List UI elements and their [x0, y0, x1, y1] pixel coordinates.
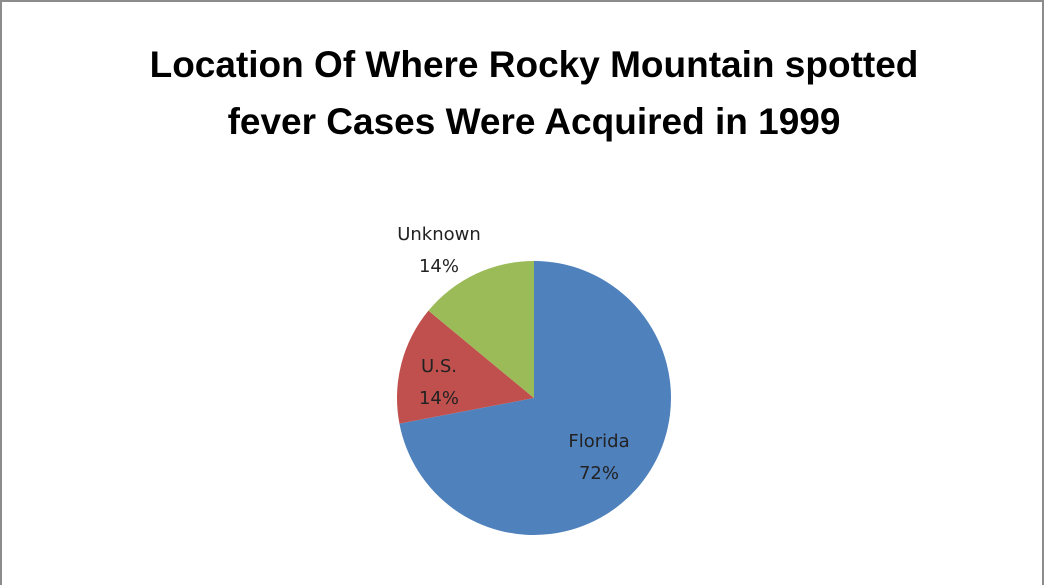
- slice-category-label: Unknown: [397, 224, 481, 245]
- chart-title: Location Of Where Rocky Mountain spotted…: [149, 44, 919, 142]
- pie-slice: [399, 261, 671, 535]
- slice-category-label: Florida: [568, 431, 629, 452]
- slice-value-label: 14%: [419, 256, 459, 277]
- slice-value-label: 72%: [579, 463, 619, 484]
- pie-slice: [397, 310, 534, 424]
- slice-category-label: U.S.: [421, 356, 457, 377]
- pie-slice: [428, 261, 534, 398]
- slice-value-label: 14%: [419, 388, 459, 409]
